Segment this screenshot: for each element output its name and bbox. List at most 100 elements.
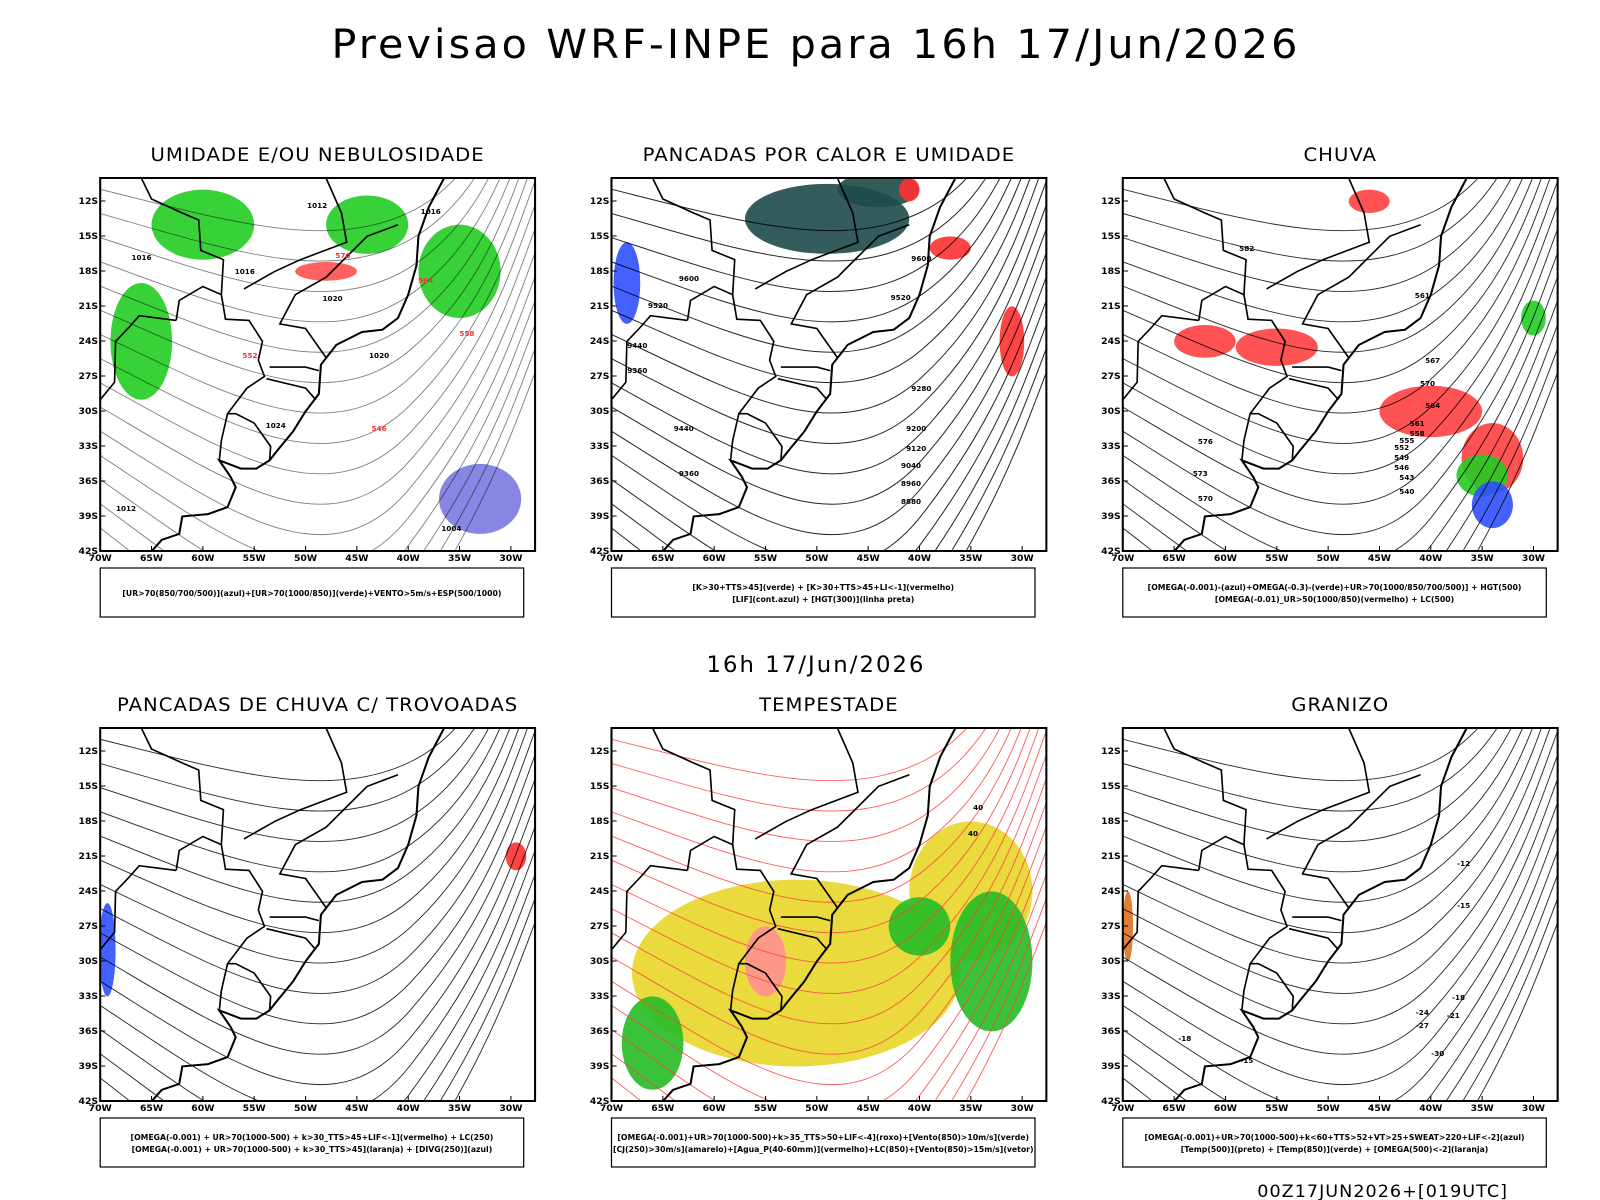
shaded-area: [1174, 325, 1236, 358]
map-area: 40 40: [611, 728, 1047, 1101]
lon-tick-label: 60W: [703, 554, 726, 564]
shaded-area: [1379, 385, 1483, 438]
contour-line: [611, 728, 1031, 934]
legend-box: [99, 567, 525, 618]
border: [1163, 728, 1247, 845]
border: [1292, 916, 1342, 922]
contour-line: [100, 728, 501, 873]
contour-line: [1122, 203, 1558, 475]
legend-text: [OMEGA(-0.001) + UR>70(1000-500) + k>30_…: [131, 1133, 494, 1142]
lon-tick-label: 40W: [908, 554, 931, 564]
border: [269, 366, 320, 372]
contour-line: [611, 178, 1040, 414]
border: [269, 916, 320, 922]
shaded-area: [1235, 328, 1318, 366]
contour-line: [100, 227, 536, 505]
contour-label: 9600: [679, 274, 699, 283]
lon-tick-label: 35W: [448, 554, 471, 564]
lon-tick-label: 50W: [1317, 554, 1340, 564]
contour-label: 9520: [648, 301, 668, 310]
lat-tick-label: 24S: [1101, 887, 1121, 897]
contour-label: 9600: [911, 254, 931, 263]
contour-label: -12: [1457, 859, 1470, 868]
contour-label: 9360: [627, 366, 647, 375]
coastline: [662, 728, 957, 1101]
legend-box: [610, 1117, 1036, 1168]
lon-tick-label: 30W: [1011, 1104, 1034, 1114]
legend-text: [OMEGA(-0.01)_UR>50(1000/850)(vermelho) …: [1215, 595, 1454, 604]
lat-tick-label: 42S: [79, 1097, 99, 1107]
contour-line: [1122, 178, 1479, 232]
contour-line: [611, 728, 1012, 873]
subtitle: 16h 17/Jun/2026: [706, 652, 925, 678]
contour-line: [100, 728, 520, 934]
lon-tick-label: 60W: [1214, 554, 1237, 564]
contour-label: 1024: [266, 421, 286, 430]
border: [140, 728, 225, 845]
lat-tick-label: 15S: [1101, 232, 1121, 242]
map-panel: UMIDADE E/OU NEBULOSIDADE 1012 1016 1016 102…: [79, 143, 537, 618]
lat-tick-label: 30S: [1101, 407, 1121, 417]
lon-tick-label: 35W: [1471, 1104, 1494, 1114]
lon-tick-label: 70W: [1111, 1104, 1134, 1114]
lat-tick-label: 18S: [79, 817, 99, 827]
legend-text: [OMEGA(-0.001) + UR>70(1000-500) + k>30_…: [132, 1145, 493, 1154]
border: [754, 178, 859, 290]
lat-tick-label: 24S: [79, 337, 99, 347]
border: [1301, 773, 1421, 909]
lat-tick-label: 42S: [79, 547, 99, 557]
lat-tick-label: 33S: [590, 442, 610, 452]
contour-label: 546: [1394, 463, 1409, 472]
shaded-area: [621, 996, 684, 1090]
contour-label: 9520: [891, 293, 911, 302]
map-frame: [99, 177, 537, 552]
contour-label: 9280: [911, 384, 931, 393]
contour-label: 570: [1198, 494, 1213, 503]
contour-line: [611, 178, 1012, 323]
border: [266, 927, 317, 951]
lat-tick-label: 30S: [79, 957, 99, 967]
contour-line: [100, 873, 536, 1101]
contour-line: [611, 179, 1047, 444]
lat-tick-label: 24S: [79, 887, 99, 897]
border: [1292, 366, 1342, 372]
panel-title: GRANIZO: [1291, 693, 1389, 716]
contour-label: 8960: [901, 479, 921, 488]
contour-line: [611, 178, 987, 262]
contour-label: 570: [1420, 379, 1435, 388]
lat-tick-label: 42S: [590, 1097, 610, 1107]
lat-tick-label: 36S: [1101, 477, 1121, 487]
contour-line: [1122, 728, 1512, 842]
contour-label: 9440: [674, 424, 694, 433]
lon-tick-label: 65W: [651, 1104, 674, 1114]
contour-label: 561: [1410, 419, 1425, 428]
border: [777, 927, 828, 951]
border: [789, 223, 910, 359]
contour-line: [100, 178, 511, 353]
contour-line: [1122, 729, 1558, 994]
lon-tick-label: 45W: [1368, 554, 1391, 564]
contour-line: [611, 728, 1040, 964]
border: [686, 835, 777, 965]
contour-line: [100, 728, 490, 842]
panel-title: TEMPESTADE: [758, 693, 899, 716]
border: [1122, 314, 1199, 401]
contour-line: [1122, 897, 1558, 1101]
lat-tick-label: 36S: [1101, 1027, 1121, 1037]
contour-line: [100, 777, 536, 1055]
shaded-area: [837, 178, 920, 208]
shaded-area: [110, 283, 173, 400]
lon-tick-label: 70W: [89, 554, 112, 564]
contour-line: [611, 346, 1047, 551]
contour-label: 576: [1198, 437, 1213, 446]
contour-line: [1122, 178, 1498, 262]
contour-label: 9440: [627, 341, 647, 350]
lat-tick-label: 39S: [1101, 1062, 1121, 1072]
contour-line: [611, 777, 1047, 1055]
contour-label: 546: [372, 424, 387, 433]
contour-line: [1122, 227, 1558, 505]
contour-line: [611, 728, 1001, 842]
lat-tick-label: 27S: [1101, 922, 1121, 932]
contour-line: [1122, 728, 1498, 812]
